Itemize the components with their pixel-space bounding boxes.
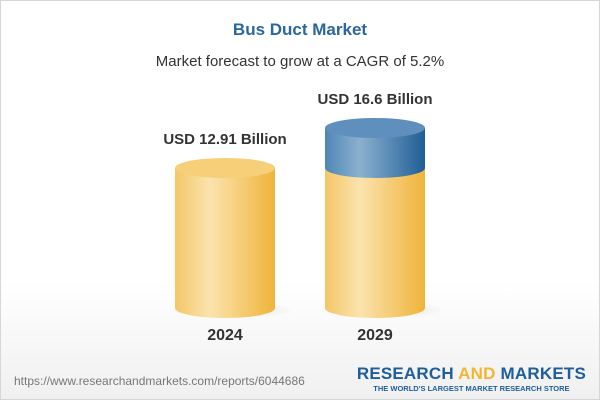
cylinder-top-2029 (325, 117, 425, 138)
chart-title: Bus Duct Market (232, 20, 368, 39)
category-label: 2024 (207, 327, 243, 344)
cylinder-growth-segment-2029 (325, 127, 425, 178)
cylinder-top-2024 (175, 158, 275, 178)
cylinder-body-2024 (175, 168, 275, 318)
source-url[interactable]: https://www.researchandmarkets.com/repor… (14, 374, 305, 388)
data-label: USD 12.91 Billion (163, 131, 286, 148)
chart-subtitle: Market forecast to grow at a CAGR of 5.2… (155, 53, 445, 70)
data-label: USD 16.6 Billion (317, 91, 432, 108)
category-label: 2029 (357, 327, 393, 344)
research-and-markets-logo: RESEARCH AND MARKETS THE WORLD'S LARGEST… (356, 364, 586, 394)
cylinder-body-2029 (325, 168, 425, 318)
